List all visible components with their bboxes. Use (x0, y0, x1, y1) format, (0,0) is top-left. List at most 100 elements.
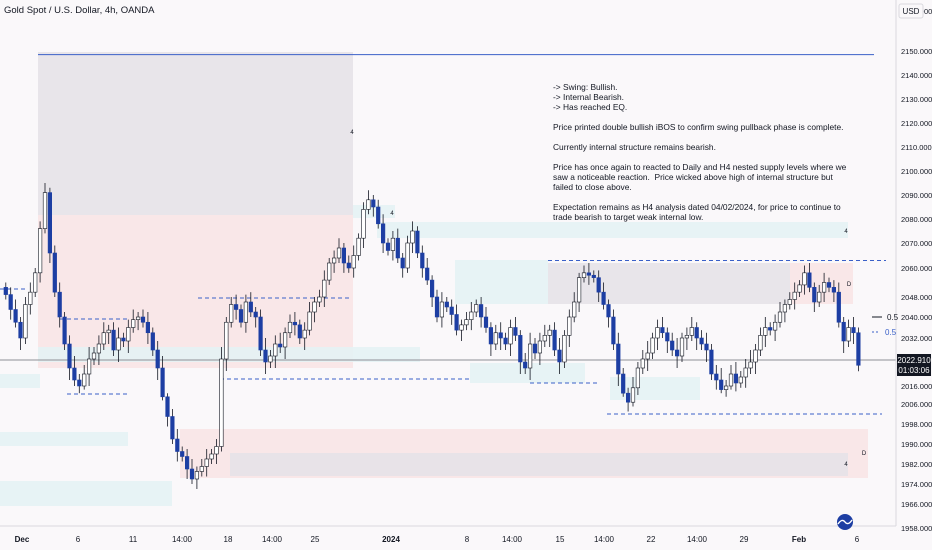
candle-body (807, 272, 812, 288)
candle-body (748, 361, 753, 369)
candle-body (763, 327, 768, 336)
candle-body (684, 335, 689, 339)
candle-body (175, 438, 180, 452)
candle-body (503, 337, 508, 345)
candle-body (527, 343, 533, 369)
candle-body (72, 367, 77, 381)
candle-body (238, 309, 244, 323)
candle-body (542, 335, 547, 342)
candle-body (307, 311, 312, 331)
candle-body (165, 396, 170, 417)
candle-body (410, 230, 415, 244)
candle-body (204, 458, 209, 467)
candle-body (155, 349, 160, 369)
candle-body (37, 228, 43, 274)
candle-body (87, 358, 92, 375)
candle-body (723, 385, 729, 390)
candle-body (518, 335, 523, 363)
candle-body (297, 324, 302, 339)
candle-body (846, 327, 851, 342)
candle-body (8, 294, 13, 310)
candle-body (126, 327, 131, 342)
candle-body (699, 337, 704, 345)
price-tick-label: 1982.000 (901, 460, 932, 469)
candle-body (719, 379, 724, 390)
candle-body (537, 340, 542, 354)
eq-label-a: 0.5 (887, 313, 899, 322)
zone-label: 4 (844, 229, 848, 235)
candle-body (116, 337, 121, 351)
logo-wave-icon (837, 519, 853, 525)
demand-zone-right-a (470, 363, 585, 383)
candle-body (189, 468, 195, 480)
candle-body (856, 332, 861, 366)
candle-body (258, 316, 263, 351)
price-tick-label: 2016.000 (901, 382, 932, 391)
levels-layer (0, 54, 896, 415)
candle-body (621, 373, 626, 394)
candle-body (841, 321, 846, 342)
candle-body (449, 306, 454, 315)
candle-body (42, 192, 48, 229)
eq-label-b: 0.5 (885, 328, 897, 337)
currency-badge[interactable]: USD (903, 7, 920, 16)
candle-body (47, 192, 52, 254)
candle-body (317, 296, 322, 303)
candle-body (229, 304, 234, 323)
candle-body (263, 349, 268, 363)
candle-body (640, 358, 645, 369)
h4-demand-zone-b (455, 260, 548, 304)
candle-body (400, 257, 405, 269)
currency-badge-box[interactable] (898, 3, 924, 19)
candle-body (454, 314, 459, 331)
candle-body (733, 373, 738, 384)
candle-body (224, 321, 229, 360)
candle-body (185, 456, 190, 470)
candle-body (429, 279, 435, 298)
note-line: -> Has reached EQ. (553, 102, 628, 112)
candle-body (660, 327, 665, 334)
candle-body (145, 321, 151, 334)
note-line: -> Swing: Bullish. (553, 82, 618, 92)
zone-label: 4 (844, 462, 848, 468)
price-tick-label: 2140.000 (901, 71, 932, 80)
time-tick-label: Feb (792, 535, 806, 544)
candle-body (714, 373, 719, 381)
candle-body (111, 329, 116, 351)
tradingview-logo[interactable] (837, 514, 853, 530)
candle-body (728, 373, 734, 387)
candle-body (415, 230, 420, 254)
time-tick-label: 6 (855, 535, 860, 544)
note-spacer (553, 192, 853, 202)
candle-body (160, 367, 165, 398)
time-tick-label: 29 (740, 535, 749, 544)
demand-zone-mid (38, 347, 420, 362)
price-tick-label: 1958.000 (901, 524, 932, 533)
candle-body (655, 327, 660, 339)
candle-body (150, 332, 155, 351)
time-tick-label: 15 (556, 535, 565, 544)
demand-zone-left-b (0, 432, 128, 446)
candle-body (180, 451, 185, 457)
candle-body (243, 301, 249, 323)
candle-body (493, 332, 498, 345)
candle-body (351, 255, 356, 269)
note-spacer (553, 112, 853, 122)
time-tick-label: 14:00 (687, 535, 708, 544)
candle-body (787, 299, 792, 305)
candle-body (508, 327, 513, 345)
candle-body (361, 209, 366, 239)
candles-layer (3, 183, 861, 489)
candle-body (513, 327, 518, 336)
candle-body (214, 446, 219, 455)
price-tick-label: 2060.000 (901, 264, 932, 273)
time-tick-label: 14:00 (594, 535, 615, 544)
candle-body (395, 237, 400, 259)
candle-body (420, 252, 425, 269)
candle-body (601, 291, 606, 305)
candle-body (812, 287, 817, 303)
candle-body (630, 387, 636, 403)
candle-body (753, 349, 758, 363)
candle-body (562, 335, 567, 363)
